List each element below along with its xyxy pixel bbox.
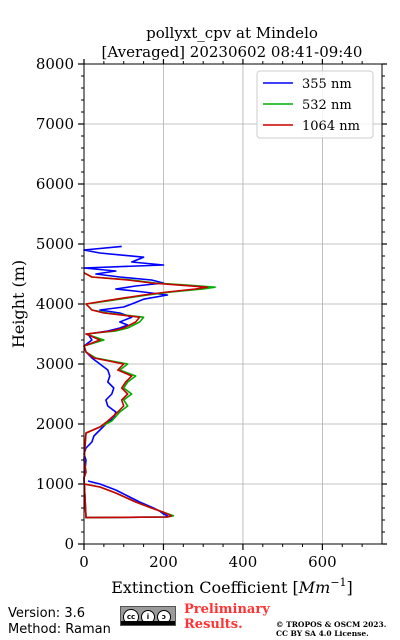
y-tick-label: 2000 (36, 415, 74, 433)
y-tick-label: 5000 (36, 235, 74, 253)
axis-ticks: 0 200 400 600010002000300040005000600070008… (36, 55, 387, 571)
footer-info: Version: 3.6 Method: Raman (8, 606, 111, 638)
legend: 355 nm 532 nm 1064 nm (256, 70, 374, 139)
x-tick-label: 400 (229, 553, 258, 571)
legend-box (256, 70, 374, 139)
chart-subtitle: [Averaged] 20230602 08:41-09:40 (102, 43, 363, 61)
method-text: Method: Raman (8, 622, 111, 637)
extinction-profile-chart: pollyxt_cpv at Mindelo [Averaged] 202306… (9, 24, 387, 597)
x-tick-label: 0 (79, 553, 89, 571)
y-tick-label: 6000 (36, 175, 74, 193)
x-axis-label-unit: Mm (298, 578, 331, 597)
cc-license-badge: cc i ↄ (120, 606, 176, 626)
series-line-1064-nm (83, 272, 208, 519)
sa-icon: ↄ (157, 610, 171, 624)
x-axis-label-exponent: −1 (330, 576, 346, 589)
y-tick-label: 8000 (36, 55, 74, 73)
x-axis-label-text: Extinction Coefficient [ (111, 578, 299, 597)
badge-strip (121, 621, 175, 625)
legend-label-355: 355 nm (302, 77, 352, 92)
chart-title: pollyxt_cpv at Mindelo (146, 24, 318, 42)
x-tick-label: 200 (149, 553, 178, 571)
x-axis-label-close: ] (347, 578, 353, 597)
preliminary-results-note: Preliminary Results. (184, 602, 270, 632)
y-axis-label: Height (m) (9, 260, 28, 348)
preliminary-line-2: Results. (184, 617, 243, 632)
copyright-line-2: CC BY SA 4.0 License. (276, 629, 369, 638)
y-tick-label: 0 (64, 535, 74, 553)
version-text: Version: 3.6 (8, 606, 85, 621)
y-tick-label: 7000 (36, 115, 74, 133)
y-tick-label: 3000 (36, 355, 74, 373)
legend-label-1064: 1064 nm (302, 119, 360, 134)
preliminary-line-1: Preliminary (184, 602, 270, 617)
x-tick-label: 600 (308, 553, 337, 571)
x-axis-label: Extinction Coefficient [Mm−1] (111, 576, 353, 597)
series-lines (83, 245, 216, 519)
copyright-line-1: © TROPOS & OSCM 2023. (276, 620, 387, 629)
y-tick-label: 4000 (36, 295, 74, 313)
y-tick-label: 1000 (36, 475, 74, 493)
copyright-note: © TROPOS & OSCM 2023. CC BY SA 4.0 Licen… (276, 620, 386, 638)
legend-label-532: 532 nm (302, 98, 352, 113)
